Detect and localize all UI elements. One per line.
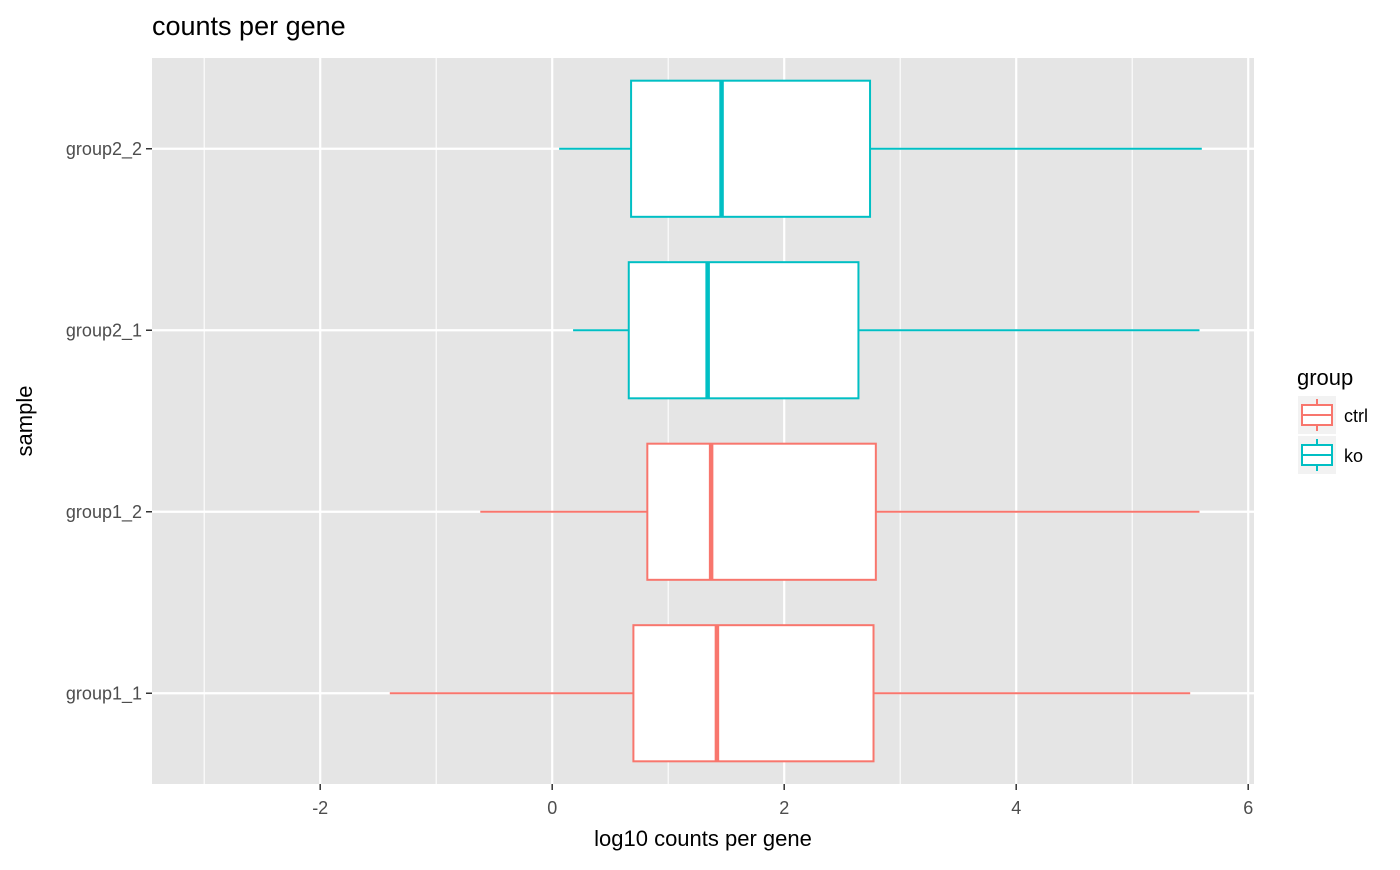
x-tick-label: 4 [1011, 798, 1021, 818]
x-axis: -2 0 2 4 6 [312, 784, 1253, 818]
x-tick-label: 0 [547, 798, 557, 818]
box-group2_1 [573, 261, 1200, 400]
iqr-box [627, 261, 860, 400]
legend: group ctrl ko [1297, 365, 1368, 474]
iqr-box [632, 624, 875, 763]
y-axis: group1_1 group1_2 group2_1 group2_2 [66, 139, 152, 704]
y-tick-label: group1_1 [66, 683, 142, 704]
y-tick-label: group2_2 [66, 139, 142, 160]
boxes [389, 79, 1202, 763]
y-tick-label: group2_1 [66, 320, 142, 341]
x-tick-label: 2 [779, 798, 789, 818]
iqr-box [646, 442, 877, 581]
x-axis-label: log10 counts per gene [594, 826, 812, 851]
legend-item-ctrl: ctrl [1298, 396, 1368, 434]
legend-label: ctrl [1344, 406, 1368, 426]
chart-title: counts per gene [152, 11, 346, 41]
legend-label: ko [1344, 446, 1363, 466]
y-axis-label: sample [12, 386, 37, 457]
box-group1_2 [480, 442, 1200, 581]
x-tick-label: 6 [1243, 798, 1253, 818]
x-tick-label: -2 [312, 798, 328, 818]
legend-title: group [1297, 365, 1353, 390]
legend-item-ko: ko [1298, 436, 1363, 474]
y-tick-label: group1_2 [66, 502, 142, 523]
box-group1_1 [389, 624, 1191, 763]
box-group2_2 [559, 79, 1202, 218]
iqr-box [630, 79, 872, 218]
